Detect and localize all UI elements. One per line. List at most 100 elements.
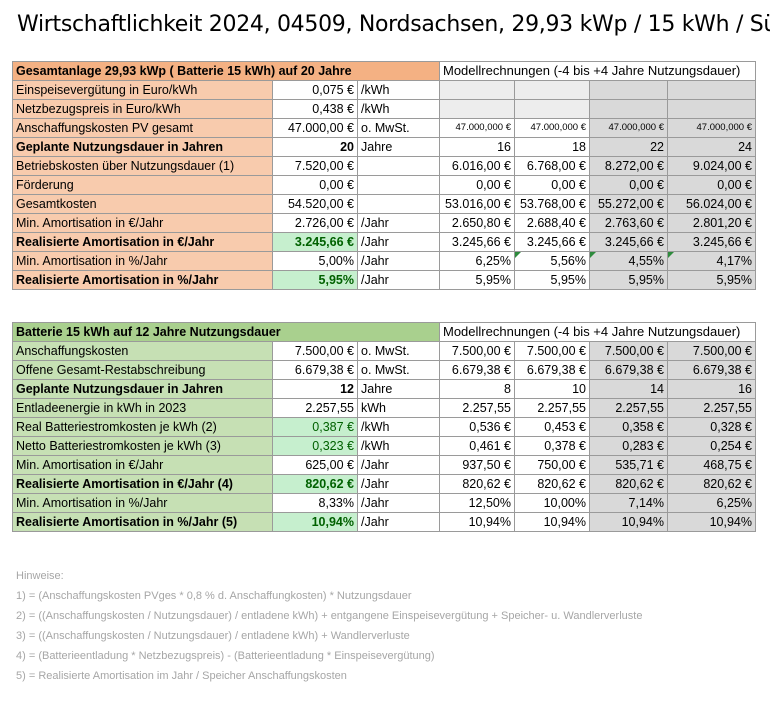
model-cell[interactable]: 8.272,00 € — [589, 156, 668, 176]
model-cell[interactable]: 2.801,20 € — [667, 213, 756, 233]
model-cell[interactable]: 18 — [514, 137, 590, 157]
model-cell[interactable]: 56.024,00 € — [667, 194, 756, 214]
model-cell[interactable]: 53.016,00 € — [439, 194, 515, 214]
model-cell[interactable]: 6.016,00 € — [439, 156, 515, 176]
cell-value[interactable]: 820,62 € — [272, 474, 358, 494]
cell-unit[interactable]: o. MwSt. — [357, 341, 440, 361]
cell-value[interactable]: 5,95% — [272, 270, 358, 290]
model-cell[interactable]: 0,00 € — [439, 175, 515, 195]
model-cell[interactable] — [667, 99, 756, 119]
cell-value[interactable]: 0,323 € — [272, 436, 358, 456]
cell-unit[interactable]: /Jahr — [357, 512, 440, 532]
model-cell[interactable]: 10,00% — [514, 493, 590, 513]
cell-value[interactable]: 7.500,00 € — [272, 341, 358, 361]
model-cell[interactable] — [514, 80, 590, 100]
model-cell[interactable]: 10 — [514, 379, 590, 399]
model-cell[interactable]: 468,75 € — [667, 455, 756, 475]
cell-unit[interactable] — [357, 175, 440, 195]
cell-value[interactable]: 0,387 € — [272, 417, 358, 437]
model-cell[interactable]: 2.257,55 — [439, 398, 515, 418]
model-cell[interactable]: 7.500,00 € — [589, 341, 668, 361]
model-cell[interactable]: 2.688,40 € — [514, 213, 590, 233]
model-cell[interactable]: 0,00 € — [514, 175, 590, 195]
cell-unit[interactable]: /kWh — [357, 80, 440, 100]
model-cell[interactable] — [589, 99, 668, 119]
model-cell[interactable]: 5,95% — [439, 270, 515, 290]
model-cell[interactable]: 6.679,38 € — [439, 360, 515, 380]
model-cell[interactable]: 47.000,000 € — [667, 118, 756, 138]
row-label[interactable]: Anschaffungskosten — [12, 341, 273, 361]
model-cell[interactable]: 820,62 € — [439, 474, 515, 494]
model-cell[interactable]: 4,17% — [667, 251, 756, 271]
cell-value[interactable]: 6.679,38 € — [272, 360, 358, 380]
model-cell[interactable]: 5,95% — [667, 270, 756, 290]
model-cell[interactable] — [439, 99, 515, 119]
model-cell[interactable]: 937,50 € — [439, 455, 515, 475]
row-label[interactable]: Min. Amortisation in %/Jahr — [12, 493, 273, 513]
model-cell[interactable]: 10,94% — [439, 512, 515, 532]
cell-unit[interactable]: /Jahr — [357, 232, 440, 252]
model-cell[interactable]: 10,94% — [589, 512, 668, 532]
row-label[interactable]: Offene Gesamt-Restabschreibung — [12, 360, 273, 380]
cell-unit[interactable]: /kWh — [357, 436, 440, 456]
model-cell[interactable]: 2.257,55 — [589, 398, 668, 418]
cell-unit[interactable]: /Jahr — [357, 270, 440, 290]
cell-value[interactable]: 12 — [272, 379, 358, 399]
model-cell[interactable]: 0,358 € — [589, 417, 668, 437]
model-cell[interactable]: 0,328 € — [667, 417, 756, 437]
model-cell[interactable]: 0,00 € — [667, 175, 756, 195]
model-cell[interactable]: 22 — [589, 137, 668, 157]
model-cell[interactable]: 0,283 € — [589, 436, 668, 456]
model-cell[interactable]: 6,25% — [667, 493, 756, 513]
model-cell[interactable]: 2.650,80 € — [439, 213, 515, 233]
model-cell[interactable] — [667, 80, 756, 100]
row-label[interactable]: Anschaffungskosten PV gesamt — [12, 118, 273, 138]
model-cell[interactable]: 820,62 € — [514, 474, 590, 494]
model-cell[interactable]: 6.679,38 € — [514, 360, 590, 380]
cell-value[interactable]: 0,438 € — [272, 99, 358, 119]
model-cell[interactable]: 750,00 € — [514, 455, 590, 475]
model-cell[interactable]: 3.245,66 € — [667, 232, 756, 252]
model-cell[interactable]: 0,378 € — [514, 436, 590, 456]
model-cell[interactable]: 3.245,66 € — [439, 232, 515, 252]
model-cell[interactable]: 0,453 € — [514, 417, 590, 437]
model-cell[interactable]: 5,95% — [514, 270, 590, 290]
row-label[interactable]: Betriebskosten über Nutzungsdauer (1) — [12, 156, 273, 176]
model-cell[interactable]: 0,00 € — [589, 175, 668, 195]
cell-unit[interactable]: /kWh — [357, 417, 440, 437]
model-cell[interactable] — [514, 99, 590, 119]
model-cell[interactable]: 4,55% — [589, 251, 668, 271]
row-label[interactable]: Geplante Nutzungsdauer in Jahren — [12, 379, 273, 399]
cell-unit[interactable]: Jahre — [357, 379, 440, 399]
model-cell[interactable]: 5,56% — [514, 251, 590, 271]
cell-unit[interactable] — [357, 156, 440, 176]
cell-unit[interactable]: /Jahr — [357, 474, 440, 494]
model-cell[interactable]: 47.000,000 € — [439, 118, 515, 138]
row-label[interactable]: Förderung — [12, 175, 273, 195]
model-cell[interactable]: 6,25% — [439, 251, 515, 271]
model-cell[interactable]: 6.679,38 € — [589, 360, 668, 380]
row-label[interactable]: Netto Batteriestromkosten je kWh (3) — [12, 436, 273, 456]
cell-unit[interactable]: /Jahr — [357, 213, 440, 233]
cell-value[interactable]: 10,94% — [272, 512, 358, 532]
cell-value[interactable]: 2.726,00 € — [272, 213, 358, 233]
cell-unit[interactable]: o. MwSt. — [357, 360, 440, 380]
model-cell[interactable]: 10,94% — [667, 512, 756, 532]
cell-unit[interactable]: /Jahr — [357, 493, 440, 513]
model-cell[interactable]: 2.257,55 — [667, 398, 756, 418]
model-cell[interactable]: 7.500,00 € — [439, 341, 515, 361]
row-label[interactable]: Realisierte Amortisation in €/Jahr (4) — [12, 474, 273, 494]
model-cell[interactable]: 9.024,00 € — [667, 156, 756, 176]
cell-unit[interactable]: /Jahr — [357, 251, 440, 271]
model-cell[interactable]: 6.768,00 € — [514, 156, 590, 176]
cell-unit[interactable]: Jahre — [357, 137, 440, 157]
row-label[interactable]: Min. Amortisation in €/Jahr — [12, 213, 273, 233]
row-label[interactable]: Min. Amortisation in €/Jahr — [12, 455, 273, 475]
row-label[interactable]: Min. Amortisation in %/Jahr — [12, 251, 273, 271]
cell-value[interactable]: 47.000,00 € — [272, 118, 358, 138]
row-label[interactable]: Entladeenergie in kWh in 2023 — [12, 398, 273, 418]
cell-unit[interactable]: /kWh — [357, 99, 440, 119]
model-cell[interactable]: 0,254 € — [667, 436, 756, 456]
model-cell[interactable]: 3.245,66 € — [589, 232, 668, 252]
model-cell[interactable]: 820,62 € — [589, 474, 668, 494]
